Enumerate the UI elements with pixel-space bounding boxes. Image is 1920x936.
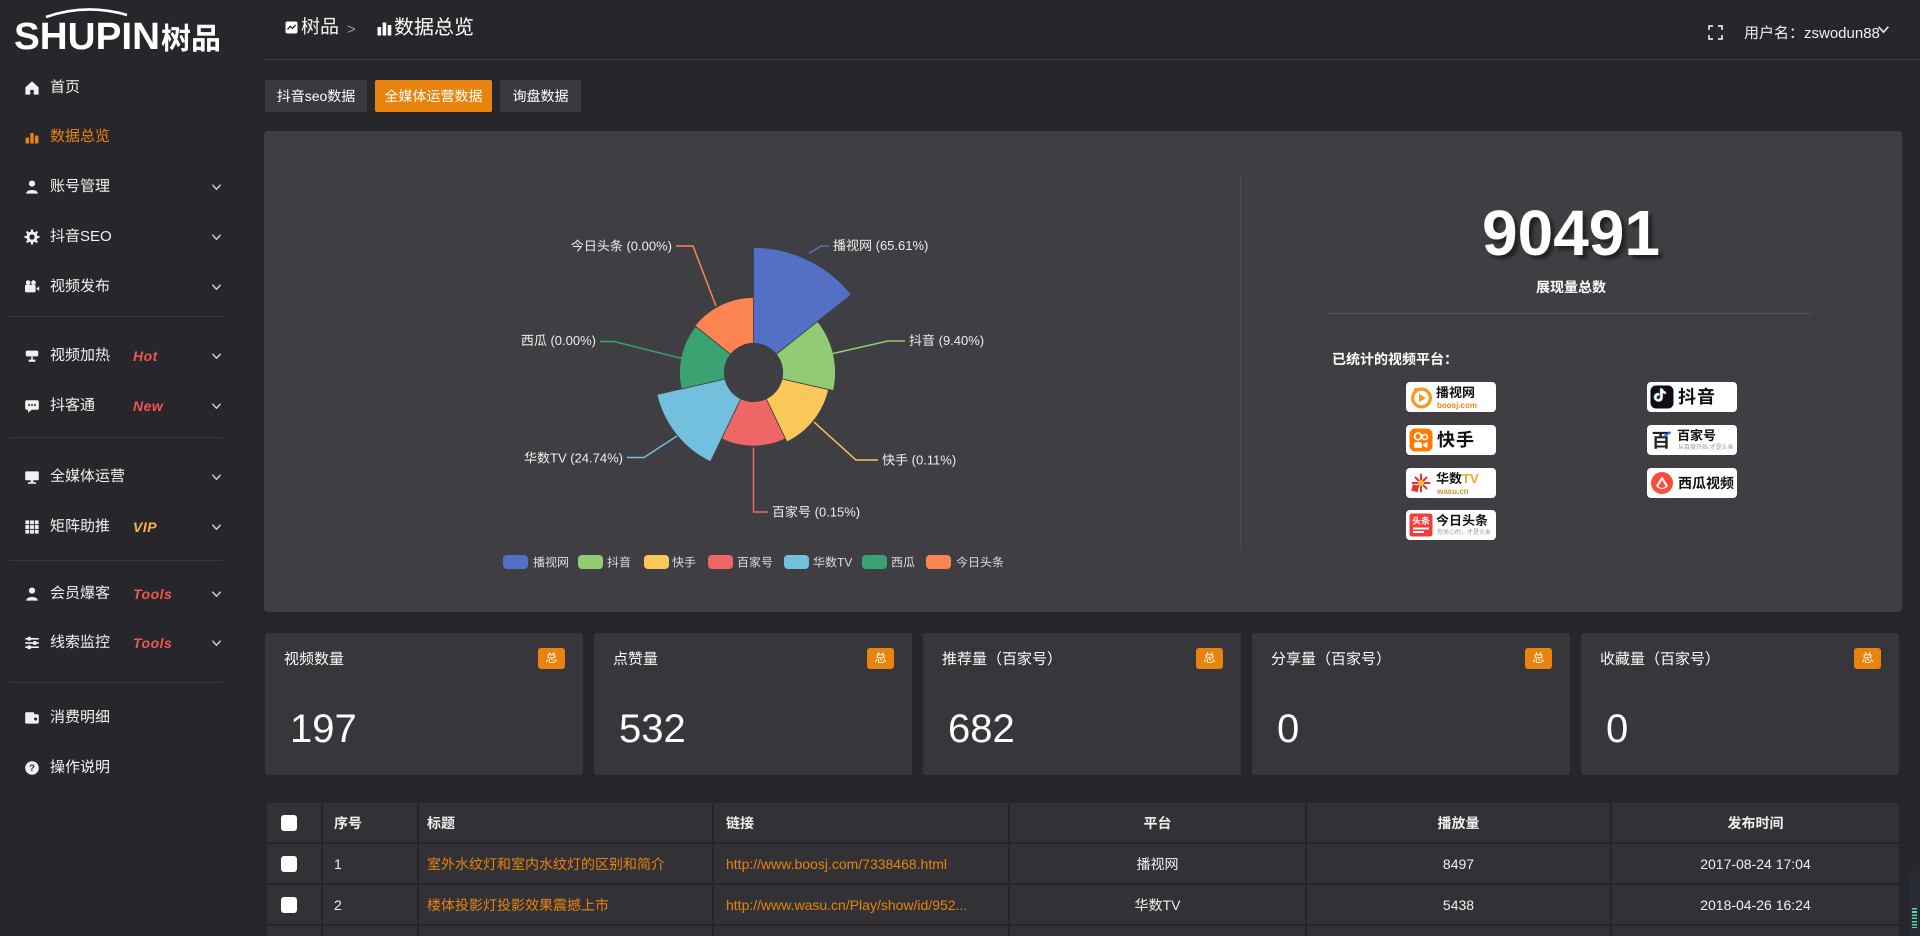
svg-text:西瓜: 西瓜	[891, 556, 915, 570]
svg-text:西瓜 (0.00%): 西瓜 (0.00%)	[521, 333, 596, 348]
svg-text:百: 百	[1651, 428, 1670, 452]
svg-text:快手 (0.11%): 快手 (0.11%)	[882, 453, 956, 468]
svg-text:抖音 (9.40%): 抖音 (9.40%)	[909, 333, 984, 348]
svg-text:播视网 (65.61%): 播视网 (65.61%)	[833, 238, 928, 253]
svg-text:?: ?	[29, 763, 35, 774]
svg-text:播视网: 播视网	[533, 556, 569, 570]
svg-text:树品: 树品	[161, 14, 221, 58]
svg-text:华数TV (24.74%): 华数TV (24.74%)	[524, 451, 623, 466]
svg-text:百家号: 百家号	[737, 556, 773, 570]
svg-text:快手: 快手	[672, 556, 696, 570]
svg-text:头条: 头条	[1412, 514, 1430, 527]
svg-text:今日头条 (0.00%): 今日头条 (0.00%)	[571, 239, 672, 254]
svg-text:百家号 (0.15%): 百家号 (0.15%)	[772, 505, 860, 520]
svg-text:今日头条: 今日头条	[956, 556, 1004, 570]
svg-text:抖音: 抖音	[607, 556, 631, 570]
svg-text:华数TV: 华数TV	[813, 556, 852, 570]
svg-text:SHUPIN: SHUPIN	[14, 16, 160, 58]
